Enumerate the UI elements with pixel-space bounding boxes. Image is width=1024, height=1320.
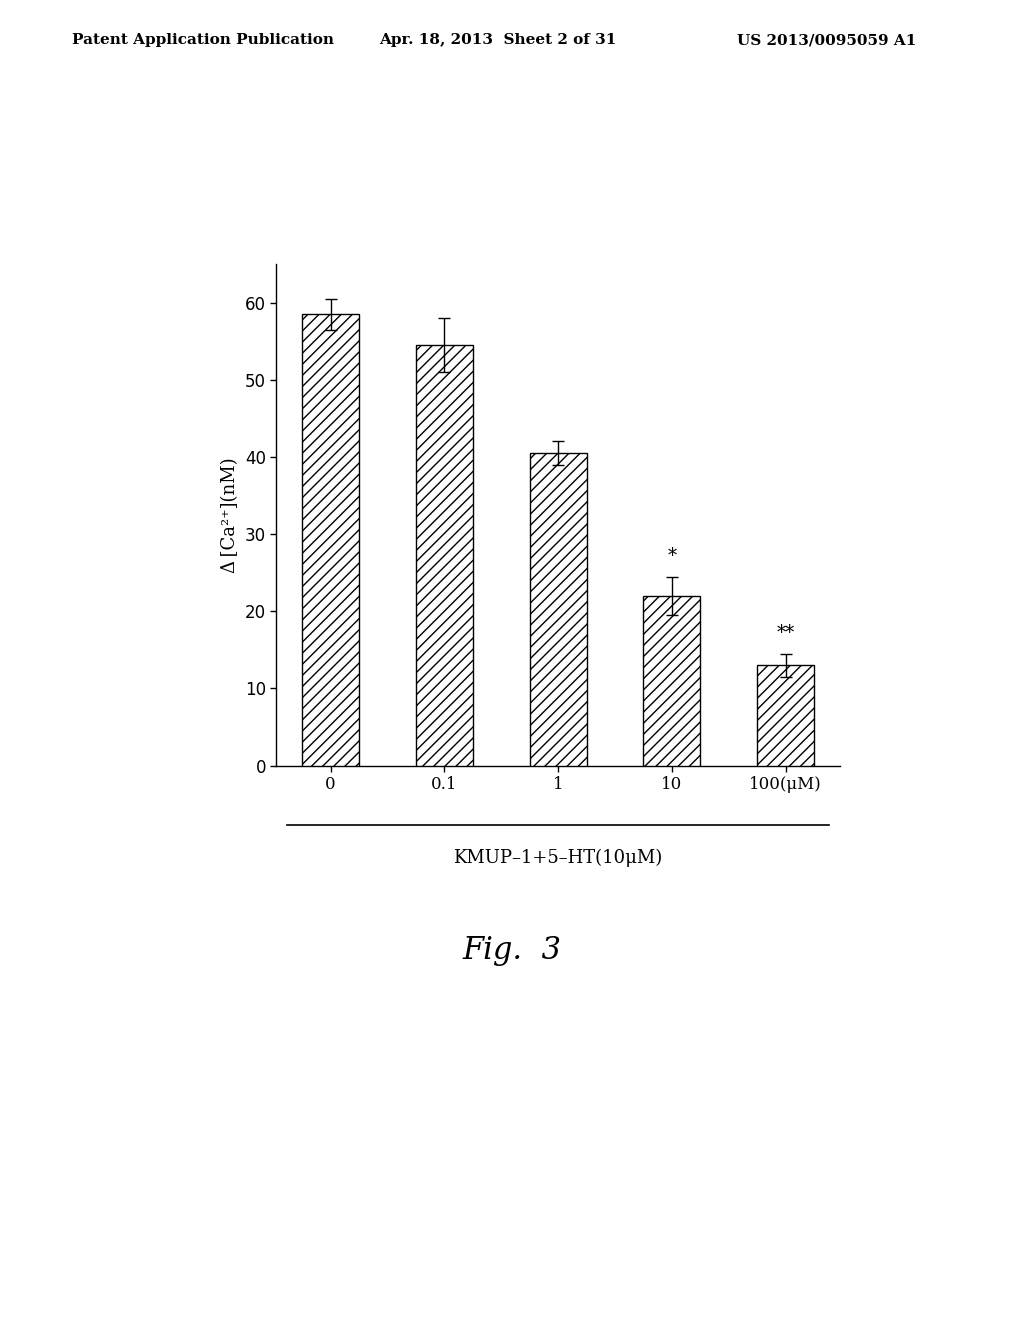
Text: **: ** <box>776 624 795 642</box>
Bar <box>757 665 814 766</box>
Text: US 2013/0095059 A1: US 2013/0095059 A1 <box>737 33 916 48</box>
Text: KMUP–1+5–HT(10μM): KMUP–1+5–HT(10μM) <box>454 849 663 867</box>
Bar <box>416 345 473 766</box>
Text: *: * <box>668 546 677 565</box>
Bar <box>643 595 700 766</box>
Text: Patent Application Publication: Patent Application Publication <box>72 33 334 48</box>
Y-axis label: Δ [Ca²⁺](nM): Δ [Ca²⁺](nM) <box>221 457 240 573</box>
Text: Apr. 18, 2013  Sheet 2 of 31: Apr. 18, 2013 Sheet 2 of 31 <box>379 33 616 48</box>
Bar <box>529 453 587 766</box>
Text: Fig.  3: Fig. 3 <box>463 935 561 966</box>
Bar <box>302 314 359 766</box>
